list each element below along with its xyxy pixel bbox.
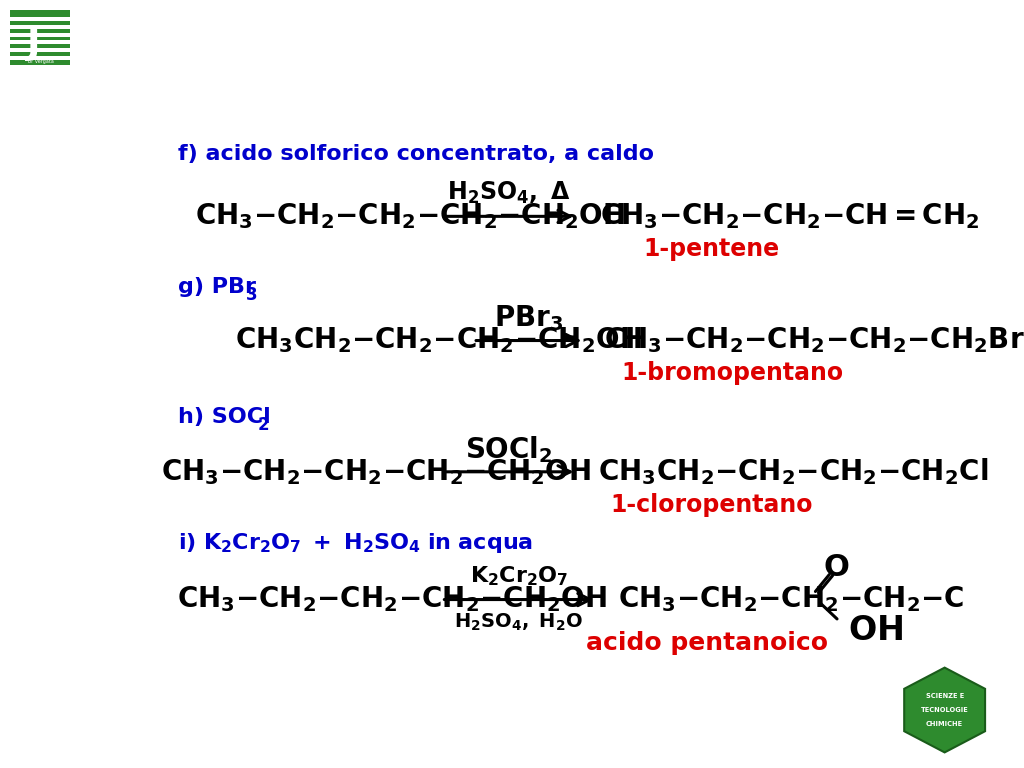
Text: 1-bromopentano: 1-bromopentano bbox=[622, 361, 844, 385]
Text: TECNOLOGIE: TECNOLOGIE bbox=[921, 707, 969, 713]
Bar bbox=[10, 33, 70, 37]
Text: $\mathbf{H_2SO_4,\ H_2O}$: $\mathbf{H_2SO_4,\ H_2O}$ bbox=[455, 611, 584, 633]
Text: 3: 3 bbox=[246, 286, 257, 304]
Text: $\mathbf{CH_3{-}CH_2{-}CH_2{-}CH_2{-}C}$: $\mathbf{CH_3{-}CH_2{-}CH_2{-}CH_2{-}C}$ bbox=[617, 584, 964, 614]
Bar bbox=[10, 25, 70, 28]
Text: f) acido solforico concentrato, a caldo: f) acido solforico concentrato, a caldo bbox=[178, 144, 654, 164]
Text: acido pentanoico: acido pentanoico bbox=[587, 631, 828, 655]
Text: CHIMICHE: CHIMICHE bbox=[926, 721, 964, 727]
Text: $\mathbf{CH_3{-}CH_2{-}CH_2{-}CH_2{-}CH_2OH}$: $\mathbf{CH_3{-}CH_2{-}CH_2{-}CH_2{-}CH_… bbox=[162, 457, 592, 487]
Text: $\mathbf{H_2SO_4,\ \Delta}$: $\mathbf{H_2SO_4,\ \Delta}$ bbox=[447, 180, 570, 206]
Text: $\mathbf{CH_3{-}CH_2{-}CH_2{-}CH_2{-}CH_2Br}$: $\mathbf{CH_3{-}CH_2{-}CH_2{-}CH_2{-}CH_… bbox=[604, 326, 1024, 356]
Text: g) PBr: g) PBr bbox=[178, 277, 256, 297]
Text: $\mathbf{CH_3CH_2{-}CH_2{-}CH_2{-}CH_2OH}$: $\mathbf{CH_3CH_2{-}CH_2{-}CH_2{-}CH_2OH… bbox=[236, 326, 642, 356]
Text: $\mathbf{SOCl_2}$: $\mathbf{SOCl_2}$ bbox=[465, 434, 553, 465]
Bar bbox=[10, 41, 70, 45]
Text: h) SOCl: h) SOCl bbox=[178, 407, 270, 428]
Text: $\mathbf{PBr_3}$: $\mathbf{PBr_3}$ bbox=[494, 303, 563, 333]
Text: Tor Vergata: Tor Vergata bbox=[26, 59, 54, 65]
Text: 1-pentene: 1-pentene bbox=[643, 237, 779, 261]
Text: $\mathbf{i)\ K_2Cr_2O_7\ +\ H_2SO_4\ in\ acqua}$: $\mathbf{i)\ K_2Cr_2O_7\ +\ H_2SO_4\ in\… bbox=[178, 531, 534, 554]
Bar bbox=[10, 56, 70, 60]
Text: $\mathbf{CH_3CH_2{-}CH_2{-}CH_2{-}CH_2Cl}$: $\mathbf{CH_3CH_2{-}CH_2{-}CH_2{-}CH_2Cl… bbox=[598, 456, 988, 487]
Text: $\mathbf{O}$: $\mathbf{O}$ bbox=[823, 552, 850, 581]
Text: $\mathbf{OH}$: $\mathbf{OH}$ bbox=[848, 614, 903, 647]
Text: 2: 2 bbox=[257, 416, 269, 434]
Bar bbox=[10, 48, 70, 52]
Text: SCIENZE E: SCIENZE E bbox=[926, 693, 964, 699]
Text: $\mathbf{K_2Cr_2O_7}$: $\mathbf{K_2Cr_2O_7}$ bbox=[470, 564, 568, 588]
Text: $\mathbf{CH_3{-}CH_2{-}CH_2{-}CH_2{-}CH_2OH}$: $\mathbf{CH_3{-}CH_2{-}CH_2{-}CH_2{-}CH_… bbox=[177, 584, 607, 614]
Text: 1-cloropentano: 1-cloropentano bbox=[610, 493, 813, 517]
Text: $\mathbf{CH_3{-}CH_2{-}CH_2{-}CH_2{-}CH_2OH}$: $\mathbf{CH_3{-}CH_2{-}CH_2{-}CH_2{-}CH_… bbox=[196, 201, 626, 231]
Text: J: J bbox=[28, 28, 41, 61]
Text: $\mathbf{CH_3{-}CH_2{-}CH_2{-}CH{=}CH_2}$: $\mathbf{CH_3{-}CH_2{-}CH_2{-}CH{=}CH_2}… bbox=[600, 201, 980, 231]
Bar bbox=[10, 17, 70, 21]
